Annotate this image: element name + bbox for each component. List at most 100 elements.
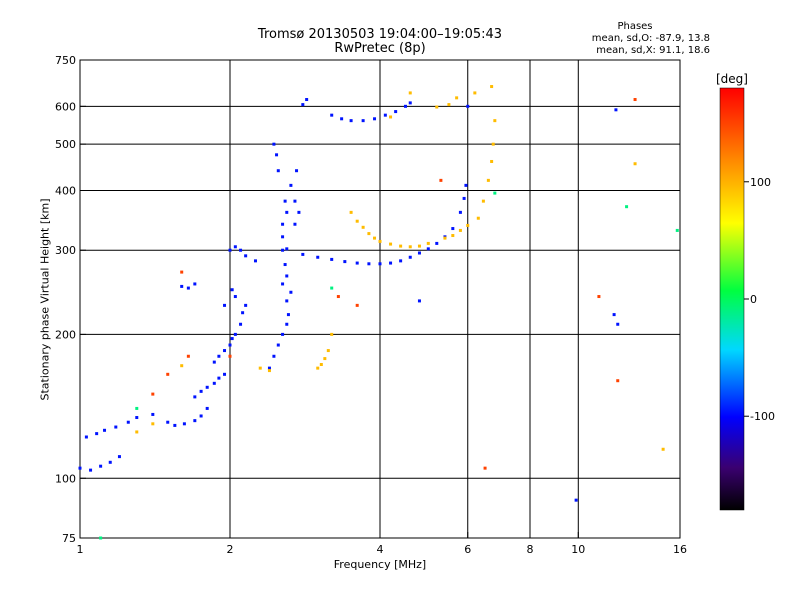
data-point	[355, 303, 359, 307]
data-point	[166, 372, 170, 376]
data-point	[228, 354, 232, 358]
data-point	[403, 104, 407, 108]
data-point	[319, 362, 323, 366]
data-point	[466, 104, 470, 108]
data-point	[330, 286, 334, 290]
x-tick-label: 2	[227, 543, 234, 556]
y-tick-label: 500	[55, 138, 76, 151]
data-point	[99, 536, 103, 540]
data-point	[490, 159, 494, 163]
data-point	[276, 169, 280, 173]
data-point	[223, 372, 227, 376]
data-point	[182, 422, 186, 426]
data-point	[417, 244, 421, 248]
data-point	[473, 91, 477, 95]
data-point	[464, 183, 468, 187]
data-point	[126, 420, 130, 424]
data-point	[228, 343, 232, 347]
data-point	[336, 295, 340, 299]
data-point	[233, 245, 237, 249]
data-point	[281, 222, 285, 226]
data-point	[295, 169, 299, 173]
data-point	[466, 223, 470, 227]
data-point	[180, 364, 184, 368]
data-point	[367, 262, 371, 266]
data-point	[462, 196, 466, 200]
data-point	[389, 115, 393, 119]
data-point	[135, 406, 139, 410]
data-point	[349, 119, 353, 123]
data-point	[217, 354, 221, 358]
data-point	[399, 244, 403, 248]
data-point	[367, 232, 371, 236]
x-tick-label: 8	[527, 543, 534, 556]
data-point	[89, 468, 93, 472]
data-point	[616, 379, 620, 383]
data-point	[408, 245, 412, 249]
data-point	[476, 216, 480, 220]
data-point	[408, 101, 412, 105]
data-point	[217, 376, 221, 380]
data-point	[417, 299, 421, 303]
data-point	[451, 227, 455, 231]
y-tick-label: 400	[55, 184, 76, 197]
data-point	[281, 235, 285, 239]
data-point	[233, 332, 237, 336]
data-point	[151, 392, 155, 396]
data-point	[193, 395, 197, 399]
data-point	[451, 234, 455, 238]
data-point	[361, 119, 365, 123]
data-point	[223, 349, 227, 353]
colorbar-ticks: 100 0 -100	[744, 176, 775, 423]
data-point	[483, 466, 487, 470]
data-point	[285, 274, 289, 278]
data-point	[301, 252, 305, 256]
data-point	[103, 428, 107, 432]
data-point	[330, 113, 334, 117]
data-point	[417, 251, 421, 255]
y-tick-label: 300	[55, 244, 76, 257]
data-point	[435, 105, 439, 109]
data-point	[394, 110, 398, 114]
data-point	[99, 464, 103, 468]
x-tick-label: 1	[77, 543, 84, 556]
data-point	[458, 210, 462, 214]
data-point	[244, 254, 248, 258]
data-point	[166, 420, 170, 424]
data-point	[241, 311, 245, 315]
data-point	[323, 357, 327, 361]
data-point	[493, 191, 497, 195]
data-point	[612, 313, 616, 317]
data-point	[305, 98, 309, 102]
data-point	[285, 322, 289, 326]
colorbar-tick-label: 100	[750, 176, 771, 189]
data-point	[199, 414, 203, 418]
y-axis-label: Stationary phase Virtual Height [km]	[38, 198, 52, 401]
data-point	[117, 455, 121, 459]
data-point	[223, 303, 227, 307]
data-point	[301, 103, 305, 107]
stats-heading: Phases	[617, 21, 653, 32]
data-point	[244, 303, 248, 307]
data-point	[286, 313, 290, 317]
data-point	[408, 91, 412, 95]
y-tick-label: 75	[62, 532, 76, 545]
data-point	[95, 432, 99, 436]
data-point	[283, 263, 287, 267]
data-point	[180, 284, 184, 288]
data-point	[285, 247, 289, 251]
data-point	[389, 242, 393, 246]
data-point	[285, 299, 289, 303]
data-point	[186, 286, 190, 290]
data-point	[275, 153, 279, 157]
data-point	[614, 108, 618, 112]
x-tick-label: 6	[464, 543, 471, 556]
data-points	[78, 85, 679, 540]
data-point	[239, 322, 243, 326]
x-axis-label: Frequency [MHz]	[333, 558, 427, 571]
data-point	[373, 236, 377, 240]
data-point	[481, 199, 485, 203]
data-point	[661, 447, 665, 451]
data-point	[293, 199, 297, 203]
data-point	[180, 270, 184, 274]
